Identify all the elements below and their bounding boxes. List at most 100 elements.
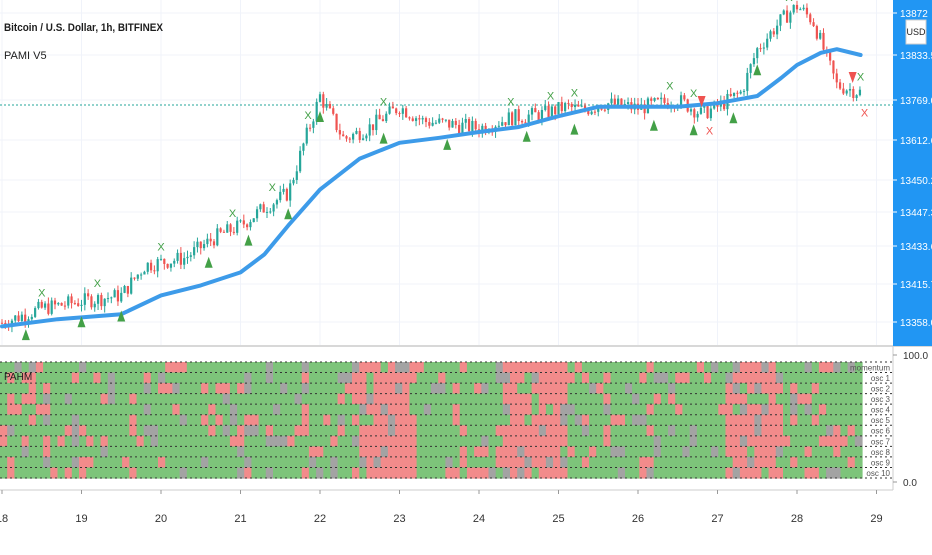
heatmap-cell xyxy=(294,393,303,405)
y-tick-label: 13612.6 xyxy=(900,136,932,147)
heatmap-cell xyxy=(682,425,691,437)
heatmap-cell xyxy=(797,372,806,384)
heatmap-cell xyxy=(387,362,396,374)
heatmap-cell xyxy=(251,446,260,458)
heatmap-title: PAHM xyxy=(4,372,33,383)
heatmap-cell xyxy=(86,393,94,405)
heatmap-cell xyxy=(323,383,332,395)
heatmap-cell xyxy=(129,404,138,416)
heatmap-cell xyxy=(459,404,468,416)
heatmap-cell xyxy=(50,435,59,447)
candle-body xyxy=(398,113,401,115)
heatmap-cell xyxy=(574,414,583,426)
heatmap-cell xyxy=(725,425,734,437)
candle-body xyxy=(0,322,4,324)
candle-body xyxy=(345,136,348,139)
heatmap-cell xyxy=(57,456,66,468)
heatmap-cell xyxy=(646,362,655,374)
candle-body xyxy=(776,25,779,35)
heatmap-cell xyxy=(510,372,518,384)
heatmap-cell xyxy=(589,362,597,374)
heatmap-cell xyxy=(352,435,360,447)
heatmap-cell xyxy=(114,383,123,395)
x-tick-label: 18 xyxy=(0,513,8,525)
heatmap-cell xyxy=(553,404,561,416)
heatmap-cell xyxy=(775,393,784,405)
candle-body xyxy=(507,112,510,126)
signal-x-marker: X xyxy=(157,241,165,253)
heatmap-cell xyxy=(194,372,202,384)
heatmap-cell xyxy=(603,446,612,458)
heatmap-cell xyxy=(114,425,123,437)
candle-body xyxy=(103,298,106,307)
heatmap-cell xyxy=(186,372,195,384)
heatmap-cell xyxy=(610,425,619,437)
candle-body xyxy=(739,91,742,94)
heatmap-cell xyxy=(718,414,727,426)
heatmap-cell xyxy=(574,383,583,395)
heatmap-cell xyxy=(409,456,418,468)
candle-body xyxy=(424,118,428,123)
heatmap-cell xyxy=(481,435,490,447)
heatmap-cell xyxy=(768,393,777,405)
heatmap-cell xyxy=(308,435,317,447)
heatmap-cell xyxy=(625,467,633,479)
heatmap-cell xyxy=(100,404,109,416)
candle-body xyxy=(289,183,292,201)
heatmap-cell xyxy=(43,414,51,426)
heatmap-cell xyxy=(294,414,303,426)
heatmap-cell xyxy=(186,383,195,395)
heatmap-cell xyxy=(7,393,15,405)
heatmap-cell xyxy=(481,456,490,468)
heatmap-cell xyxy=(330,362,339,374)
candle-body xyxy=(597,108,600,112)
candle-body xyxy=(421,118,424,120)
heatmap-cell xyxy=(596,393,604,405)
candle-body xyxy=(20,314,23,321)
heatmap-cell xyxy=(28,446,37,458)
heatmap-cell xyxy=(517,435,525,447)
heatmap-cell xyxy=(402,456,411,468)
heatmap-cell xyxy=(265,425,274,437)
heatmap-cell xyxy=(833,372,842,384)
candle-body xyxy=(815,26,818,39)
heatmap-cell xyxy=(754,393,763,405)
heatmap-cell xyxy=(466,362,475,374)
heatmap-cell xyxy=(50,414,59,426)
heatmap-cell xyxy=(352,404,360,416)
heatmap-cell xyxy=(352,372,360,384)
heatmap-cell xyxy=(646,446,655,458)
heatmap-cell xyxy=(287,393,296,405)
heatmap-cell xyxy=(718,425,727,437)
heatmap-cell xyxy=(567,404,576,416)
heatmap-cell xyxy=(165,435,173,447)
heatmap-cell xyxy=(229,446,238,458)
candle-body xyxy=(438,118,441,123)
heatmap-cell xyxy=(79,372,87,384)
heatmap-cell xyxy=(538,372,547,384)
heatmap-cell xyxy=(308,414,317,426)
heatmap-cell xyxy=(847,362,856,374)
heatmap-cell xyxy=(474,362,482,374)
candle-body xyxy=(613,98,616,105)
heatmap-cell xyxy=(359,414,367,426)
heatmap-cell xyxy=(610,435,619,447)
indicator-title: PAMI V5 xyxy=(4,50,47,62)
heatmap-cell xyxy=(43,446,51,458)
heatmap-cell xyxy=(237,372,245,384)
heatmap-cell xyxy=(359,425,367,437)
heatmap-cell xyxy=(316,372,324,384)
heatmap-cell xyxy=(459,383,468,395)
candle-body xyxy=(53,300,57,305)
heatmap-cell xyxy=(43,393,51,405)
heatmap-cell xyxy=(811,435,820,447)
heatmap-cell xyxy=(826,404,834,416)
heatmap-cell xyxy=(352,467,360,479)
candle-body xyxy=(401,108,404,114)
heatmap-cell xyxy=(287,467,296,479)
candle-body xyxy=(358,130,361,140)
heatmap-cell xyxy=(689,446,698,458)
heatmap-cell xyxy=(761,414,770,426)
heatmap-cell xyxy=(725,414,734,426)
